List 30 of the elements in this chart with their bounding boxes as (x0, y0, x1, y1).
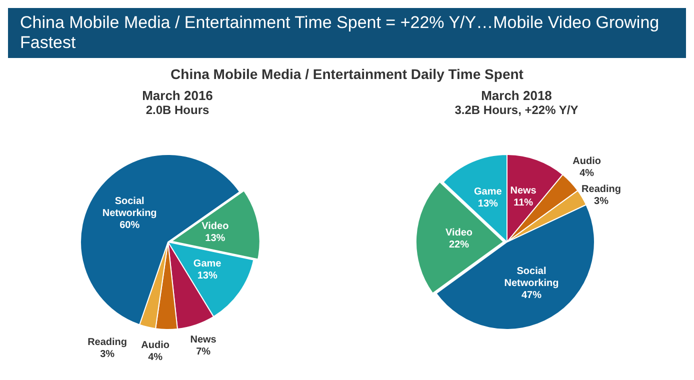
slice-label: Video (201, 221, 228, 232)
data-label: 11% (513, 197, 533, 208)
slice-label: Social Networking (102, 196, 156, 219)
slice-label: Video (444, 228, 472, 239)
chart-subtitle: 3.2B Hours, +22% Y/Y (454, 103, 580, 117)
slice-label: Reading (87, 337, 127, 348)
data-label: 13% (204, 233, 225, 244)
data-label: 22% (448, 240, 469, 251)
chart-title: March 2018 (480, 88, 553, 103)
data-label: 60% (119, 220, 140, 231)
data-label: 13% (196, 270, 217, 282)
text: China Mobile Media / Entertainment Time Spent = +22% Y/Y…Mobile Video Growing Fastest (8, 8, 686, 58)
slice-label: Reading (581, 184, 620, 195)
text: China Mobile Media / Entertainment Daily Time Spent (170, 66, 524, 82)
data-label: 7% (196, 346, 210, 358)
slice-label: Social Networking (504, 266, 558, 290)
chart-subtitle: 2.0B Hours (144, 103, 210, 117)
slice-label: Audio (572, 156, 600, 167)
data-label: 3% (594, 196, 608, 207)
data-label: 13% (477, 198, 498, 210)
data-label: 3% (100, 349, 114, 360)
data-label: 4% (148, 352, 162, 364)
data-label: 4% (579, 168, 594, 179)
data-label: 47% (520, 290, 542, 302)
slice-label: News (510, 185, 536, 196)
slice-label: News (190, 334, 216, 346)
slice-label: Game (192, 258, 222, 270)
slice-label: Game (473, 186, 502, 198)
slice-label: Audio (140, 340, 169, 352)
chart-title: March 2016 (141, 88, 214, 103)
